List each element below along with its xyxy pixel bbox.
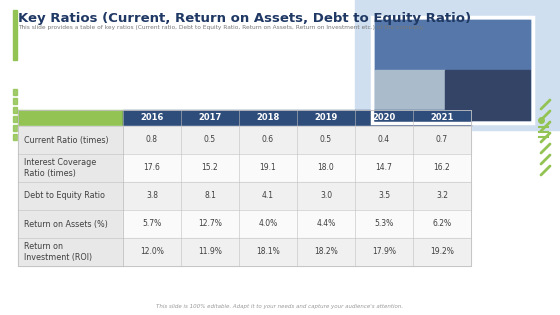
Bar bbox=[355, 0, 560, 130]
Text: 19.1: 19.1 bbox=[260, 163, 277, 173]
Bar bbox=[18, 238, 123, 266]
Text: 12.7%: 12.7% bbox=[198, 220, 222, 228]
Text: 3.8: 3.8 bbox=[146, 192, 158, 201]
Text: 5.7%: 5.7% bbox=[142, 220, 162, 228]
Text: Return on
Investment (ROI): Return on Investment (ROI) bbox=[24, 242, 92, 262]
Text: 4.4%: 4.4% bbox=[316, 220, 335, 228]
Bar bbox=[18, 126, 123, 154]
Text: 5.3%: 5.3% bbox=[375, 220, 394, 228]
Bar bbox=[445, 70, 530, 120]
Text: 0.8: 0.8 bbox=[146, 135, 158, 145]
Text: 4.0%: 4.0% bbox=[258, 220, 278, 228]
Bar bbox=[375, 20, 530, 120]
Text: Key Ratios (Current, Return on Assets, Debt to Equity Ratio): Key Ratios (Current, Return on Assets, D… bbox=[18, 12, 471, 25]
Bar bbox=[123, 182, 471, 210]
Bar bbox=[13, 107, 16, 113]
Text: 3.5: 3.5 bbox=[378, 192, 390, 201]
Text: 2016: 2016 bbox=[141, 113, 164, 123]
Text: 0.4: 0.4 bbox=[378, 135, 390, 145]
Text: 17.9%: 17.9% bbox=[372, 248, 396, 256]
Text: 0.5: 0.5 bbox=[320, 135, 332, 145]
Text: 3.2: 3.2 bbox=[436, 192, 448, 201]
Bar bbox=[18, 110, 123, 126]
Text: 19.2%: 19.2% bbox=[430, 248, 454, 256]
Text: 4.1: 4.1 bbox=[262, 192, 274, 201]
Text: 17.6: 17.6 bbox=[143, 163, 160, 173]
Text: 14.7: 14.7 bbox=[376, 163, 393, 173]
Text: 15.2: 15.2 bbox=[202, 163, 218, 173]
Text: 0.6: 0.6 bbox=[262, 135, 274, 145]
Bar bbox=[375, 20, 530, 70]
Text: 16.2: 16.2 bbox=[433, 163, 450, 173]
Text: 2017: 2017 bbox=[198, 113, 222, 123]
Text: 8.1: 8.1 bbox=[204, 192, 216, 201]
Text: 3.0: 3.0 bbox=[320, 192, 332, 201]
Text: 2020: 2020 bbox=[372, 113, 395, 123]
Text: 12.0%: 12.0% bbox=[140, 248, 164, 256]
Text: 18.1%: 18.1% bbox=[256, 248, 280, 256]
Bar bbox=[123, 238, 471, 266]
Bar bbox=[375, 70, 445, 120]
Bar bbox=[123, 210, 471, 238]
Bar bbox=[18, 110, 471, 266]
Text: Current Ratio (times): Current Ratio (times) bbox=[24, 135, 109, 145]
Text: 2019: 2019 bbox=[314, 113, 338, 123]
Bar bbox=[13, 89, 16, 95]
Text: This slide is 100% editable. Adapt it to your needs and capture your audience's : This slide is 100% editable. Adapt it to… bbox=[156, 304, 404, 309]
Text: 0.5: 0.5 bbox=[204, 135, 216, 145]
Text: 11.9%: 11.9% bbox=[198, 248, 222, 256]
Bar bbox=[123, 126, 471, 154]
Text: Return on Assets (%): Return on Assets (%) bbox=[24, 220, 108, 228]
Bar bbox=[123, 110, 471, 126]
Bar bbox=[13, 134, 16, 140]
Text: Interest Coverage
Ratio (times): Interest Coverage Ratio (times) bbox=[24, 158, 96, 178]
Bar bbox=[13, 125, 16, 131]
Text: 18.2%: 18.2% bbox=[314, 248, 338, 256]
Bar bbox=[13, 98, 16, 104]
Text: 0.7: 0.7 bbox=[436, 135, 448, 145]
Bar bbox=[13, 10, 16, 60]
Bar bbox=[18, 154, 123, 182]
Bar bbox=[372, 17, 533, 123]
Text: This slide provides a table of key ratios (Current ratio, Debt to Equity Ratio, : This slide provides a table of key ratio… bbox=[18, 25, 424, 30]
Text: 6.2%: 6.2% bbox=[432, 220, 451, 228]
Bar bbox=[13, 116, 16, 122]
Bar bbox=[18, 210, 123, 238]
Bar bbox=[123, 154, 471, 182]
Bar bbox=[18, 182, 123, 210]
Text: 2021: 2021 bbox=[430, 113, 454, 123]
Text: 18.0: 18.0 bbox=[318, 163, 334, 173]
Text: Debt to Equity Ratio: Debt to Equity Ratio bbox=[24, 192, 105, 201]
Text: 2018: 2018 bbox=[256, 113, 279, 123]
